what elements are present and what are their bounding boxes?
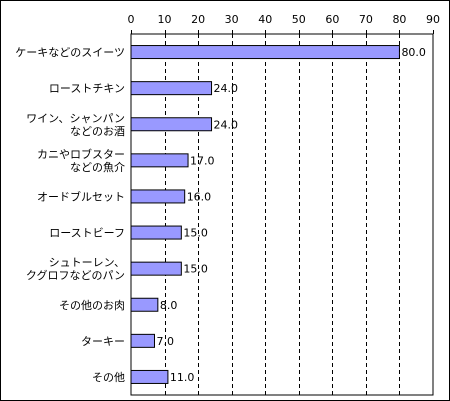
x-tick-label: 70 xyxy=(359,13,373,26)
data-label: 24.0 xyxy=(214,82,239,95)
x-tick-label: 30 xyxy=(225,13,239,26)
data-label: 16.0 xyxy=(187,190,212,203)
bar xyxy=(130,189,186,204)
bar xyxy=(130,261,182,276)
bar xyxy=(130,333,155,348)
data-label: 80.0 xyxy=(401,46,426,59)
bar xyxy=(130,369,169,384)
x-tick-label: 90 xyxy=(426,13,440,26)
category-label: その他のお肉 xyxy=(59,299,125,312)
data-label: 24.0 xyxy=(214,118,239,131)
category-label: シュトーレン、 xyxy=(49,256,125,269)
category-label: などのお酒 xyxy=(70,125,125,138)
category-labels: ケーキなどのスイーツローストチキンワイン、シャンパンなどのお酒カニやロブスターな… xyxy=(15,46,125,384)
category-label: ターキー xyxy=(81,335,125,348)
data-label: 15.0 xyxy=(183,227,208,240)
bar xyxy=(130,297,159,312)
category-label: ケーキなどのスイーツ xyxy=(15,46,125,59)
x-tick-label: 10 xyxy=(158,13,172,26)
bar xyxy=(130,153,189,168)
category-label: ローストチキン xyxy=(49,82,125,95)
data-label: 15.0 xyxy=(183,263,208,276)
data-label: 8.0 xyxy=(160,299,178,312)
x-tick-label: 40 xyxy=(258,13,272,26)
data-label: 17.0 xyxy=(190,154,215,167)
bar xyxy=(130,81,213,96)
data-label: 11.0 xyxy=(170,371,195,384)
x-axis-ticks: 0 10 20 30 40 50 60 70 80 90 xyxy=(128,13,440,34)
category-label: などの魚介 xyxy=(70,161,125,174)
category-label: ワイン、シャンパン xyxy=(26,112,125,125)
x-tick-label: 80 xyxy=(392,13,406,26)
category-label: ローストビーフ xyxy=(49,227,125,240)
bars: 80.0 24.0 24.0 17.0 16.0 15.0 15.0 8.0 7.0 11.0 xyxy=(130,45,426,384)
x-tick-label: 60 xyxy=(325,13,339,26)
x-tick-label: 20 xyxy=(191,13,205,26)
bar xyxy=(130,225,182,240)
category-label: その他 xyxy=(92,371,125,384)
data-label: 7.0 xyxy=(156,335,174,348)
category-label: クグロフなどのパン xyxy=(26,268,125,282)
x-tick-label: 0 xyxy=(128,13,135,26)
bar xyxy=(130,117,213,132)
category-label: オードブルセット xyxy=(37,189,125,203)
category-label: カニやロブスター xyxy=(37,147,125,161)
x-tick-label: 50 xyxy=(292,13,306,26)
bar xyxy=(130,45,400,60)
